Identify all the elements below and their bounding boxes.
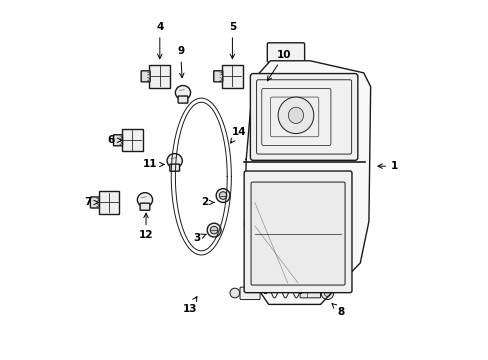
Text: 8: 8: [331, 303, 344, 317]
Text: 14: 14: [230, 127, 246, 143]
Ellipse shape: [278, 97, 313, 134]
FancyBboxPatch shape: [141, 71, 150, 82]
FancyBboxPatch shape: [256, 101, 265, 108]
FancyBboxPatch shape: [99, 191, 119, 214]
Text: 9: 9: [177, 46, 184, 78]
Circle shape: [207, 223, 221, 237]
Text: 2: 2: [201, 198, 214, 207]
Ellipse shape: [175, 86, 190, 100]
FancyBboxPatch shape: [113, 135, 122, 146]
FancyBboxPatch shape: [300, 289, 320, 298]
FancyBboxPatch shape: [169, 164, 179, 171]
Text: 10: 10: [267, 50, 291, 81]
Ellipse shape: [167, 154, 182, 168]
FancyBboxPatch shape: [122, 129, 142, 152]
FancyBboxPatch shape: [250, 73, 357, 160]
Circle shape: [210, 226, 218, 234]
FancyBboxPatch shape: [178, 96, 187, 103]
FancyBboxPatch shape: [244, 171, 351, 293]
FancyBboxPatch shape: [240, 287, 260, 300]
FancyBboxPatch shape: [149, 65, 170, 87]
FancyBboxPatch shape: [90, 197, 99, 208]
FancyBboxPatch shape: [140, 203, 149, 210]
Text: 5: 5: [228, 22, 236, 59]
Text: 11: 11: [143, 159, 163, 170]
FancyBboxPatch shape: [222, 65, 242, 87]
FancyBboxPatch shape: [250, 182, 345, 285]
Circle shape: [324, 290, 330, 297]
Circle shape: [321, 287, 333, 300]
Ellipse shape: [288, 107, 303, 123]
FancyBboxPatch shape: [213, 71, 222, 82]
Circle shape: [216, 189, 229, 202]
Text: 4: 4: [156, 22, 163, 59]
Text: 7: 7: [84, 198, 98, 207]
Text: 6: 6: [107, 135, 122, 145]
Polygon shape: [244, 61, 370, 305]
Text: 1: 1: [377, 161, 398, 171]
FancyBboxPatch shape: [267, 43, 304, 62]
Ellipse shape: [253, 91, 268, 105]
Text: 13: 13: [183, 297, 197, 314]
Ellipse shape: [229, 288, 239, 298]
Ellipse shape: [137, 193, 152, 207]
Circle shape: [219, 192, 226, 199]
Text: 12: 12: [139, 213, 153, 240]
Text: 3: 3: [193, 233, 206, 243]
